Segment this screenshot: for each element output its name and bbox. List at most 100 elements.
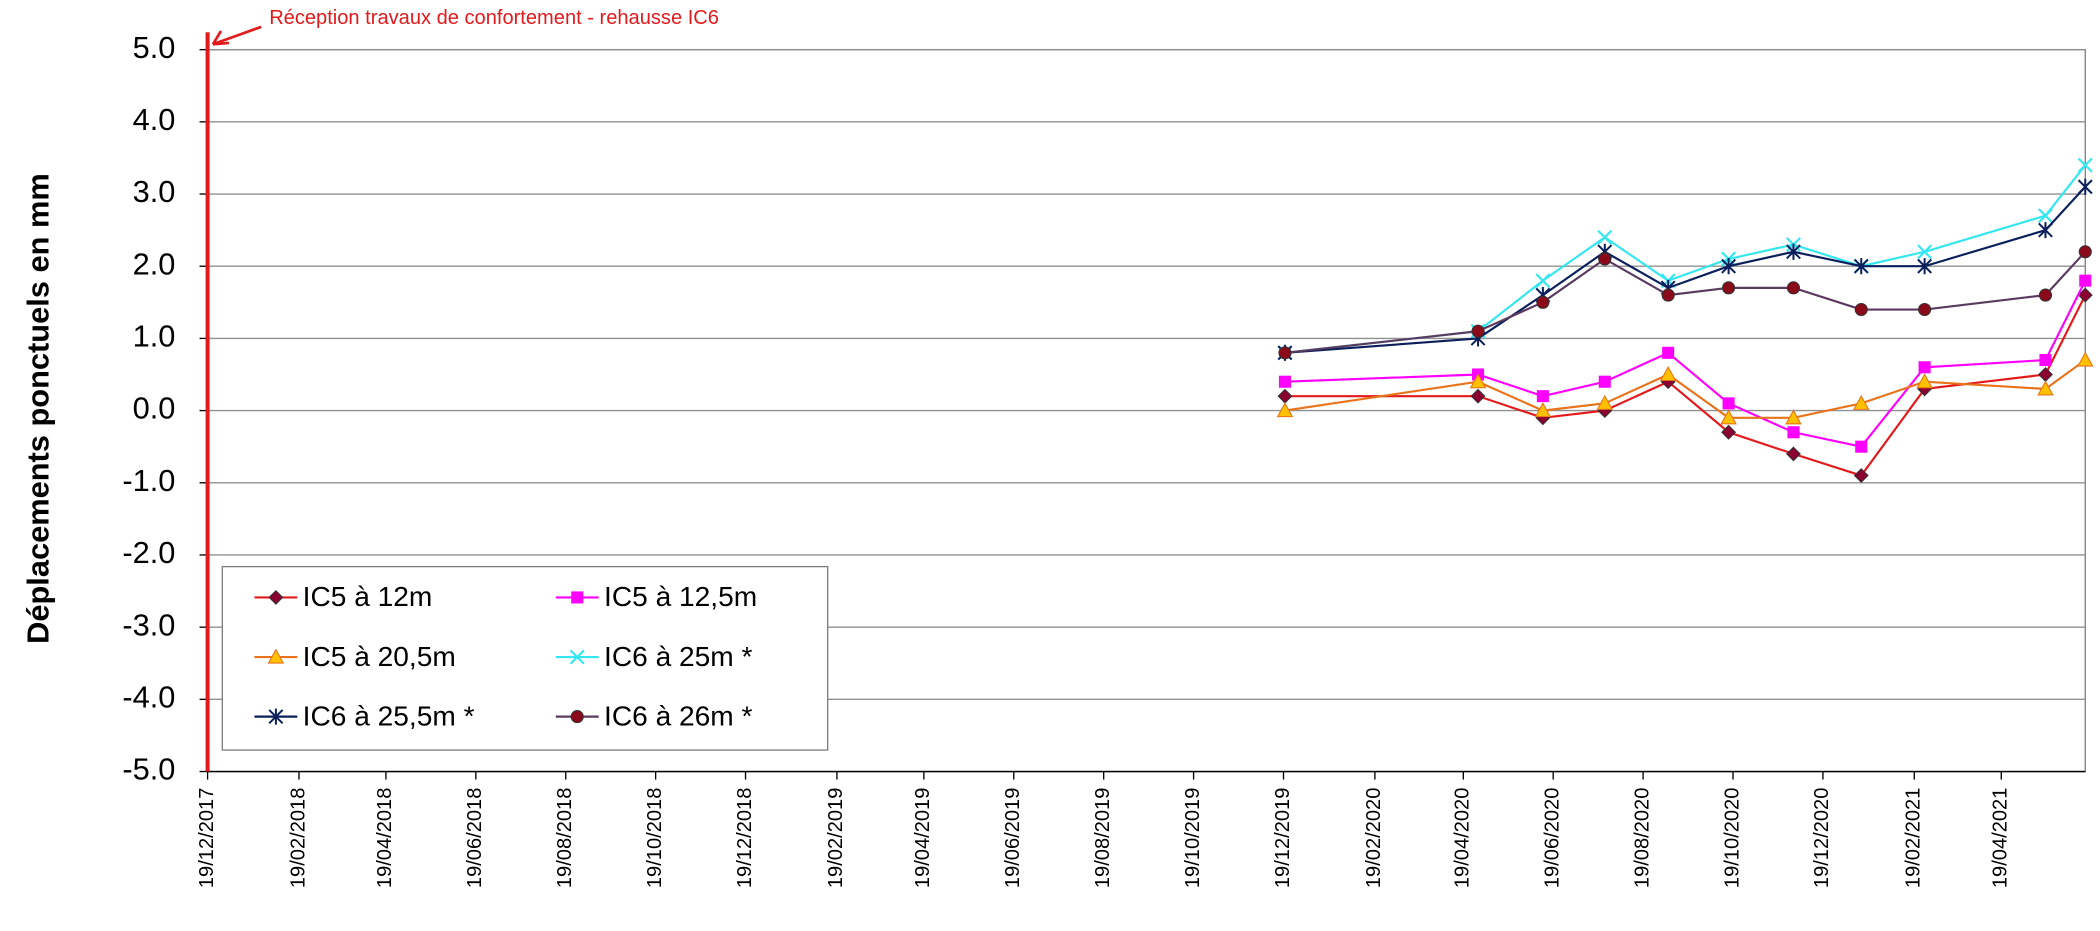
marker (2039, 354, 2052, 367)
x-tick-label: 19/12/2019 (1272, 788, 1294, 889)
marker (2038, 222, 2053, 239)
series-line (1284, 359, 2086, 419)
annotation-arrow (211, 25, 262, 46)
x-tick-label: 19/08/2020 (1631, 788, 1653, 889)
marker (1277, 388, 1293, 404)
y-tick-label: -2.0 (122, 535, 175, 570)
y-tick-label: -1.0 (122, 463, 175, 498)
x-tick-label: 19/08/2018 (554, 788, 576, 889)
marker (1535, 273, 1551, 289)
marker (1661, 288, 1675, 302)
marker (1785, 446, 1801, 462)
marker (1918, 361, 1931, 374)
x-tick-label: 19/02/2020 (1363, 788, 1385, 889)
legend-box (221, 565, 829, 751)
x-tick-label: 19/06/2018 (464, 788, 486, 889)
legend-label: IC5 à 12,5m (604, 581, 757, 612)
x-tick-label: 19/08/2019 (1092, 788, 1114, 889)
x-tick-label: 19/12/2018 (734, 788, 756, 889)
marker (1720, 409, 1737, 425)
marker (1598, 252, 1612, 266)
marker (1916, 373, 1933, 389)
y-tick-label: 0.0 (133, 391, 176, 426)
marker (1721, 258, 1737, 275)
marker (1855, 440, 1868, 453)
marker (1917, 244, 1933, 260)
y-tick-label: 5.0 (133, 30, 176, 65)
y-axis-label: Déplacements ponctuels en mm (20, 173, 55, 644)
marker (2077, 157, 2093, 173)
marker (1471, 324, 1485, 338)
marker (1722, 281, 1736, 295)
marker (1853, 468, 1869, 484)
legend-label: IC6 à 25m * (604, 641, 752, 672)
y-tick-label: -5.0 (122, 752, 175, 787)
marker (1918, 302, 1932, 317)
y-tick-label: 4.0 (133, 102, 176, 137)
marker (1786, 243, 1801, 260)
y-tick-label: 2.0 (133, 246, 176, 281)
marker (1278, 346, 1292, 360)
x-tick-label: 19/06/2020 (1542, 788, 1564, 889)
marker (1785, 409, 1802, 425)
y-tick-label: 3.0 (133, 174, 176, 209)
marker (569, 649, 585, 665)
marker (1276, 402, 1294, 418)
x-tick-label: 19/10/2020 (1721, 788, 1743, 889)
y-tick-label: 1.0 (133, 319, 176, 354)
legend-label: IC5 à 12m (303, 581, 433, 612)
marker (1722, 397, 1735, 410)
series-line (1284, 186, 2087, 354)
legend-label: IC5 à 20,5m (303, 641, 456, 672)
x-tick-label: 19/10/2019 (1182, 788, 1204, 889)
marker (1534, 402, 1552, 418)
marker (1659, 366, 1677, 382)
marker (1536, 390, 1549, 403)
x-tick-label: 19/04/2021 (1990, 788, 2012, 889)
x-tick-label: 19/04/2019 (912, 788, 934, 889)
x-tick-label: 19/02/2018 (287, 788, 309, 889)
legend-label: IC6 à 25,5m * (303, 700, 475, 731)
marker (1721, 424, 1737, 440)
marker (2078, 245, 2092, 259)
marker (2038, 288, 2053, 302)
x-tick-label: 19/02/2021 (1903, 788, 1925, 889)
marker (2037, 380, 2054, 396)
x-tick-label: 19/02/2019 (825, 788, 847, 889)
marker (2038, 367, 2053, 382)
x-tick-label: 19/04/2018 (374, 788, 396, 889)
series-line (1284, 294, 2087, 477)
x-tick-label: 19/06/2019 (1002, 788, 1024, 889)
marker (1854, 302, 1868, 317)
marker (2079, 274, 2092, 287)
y-tick-label: -4.0 (122, 679, 175, 714)
marker (2077, 178, 2093, 195)
x-tick-label: 19/04/2020 (1452, 788, 1474, 889)
marker (1598, 375, 1611, 388)
marker (1278, 375, 1291, 388)
legend: IC5 à 12m IC5 à 12,5m IC5 à 20,5m IC6 à 25m… (221, 565, 829, 751)
marker (571, 591, 584, 604)
marker (1852, 394, 1870, 410)
x-tick-label: 19/10/2018 (644, 788, 666, 889)
marker (2076, 351, 2094, 367)
marker (570, 710, 584, 724)
marker (268, 708, 284, 725)
marker (2038, 208, 2053, 224)
marker (1470, 388, 1486, 404)
marker (1597, 229, 1613, 245)
marker (1917, 258, 1933, 275)
marker (1786, 281, 1801, 295)
marker (1662, 346, 1675, 359)
annotation-text: Réception travaux de confortement - reha… (269, 7, 719, 29)
series-line (1284, 251, 2087, 354)
marker (267, 648, 285, 664)
marker (1853, 258, 1869, 275)
marker (268, 589, 284, 605)
legend-label: IC6 à 26m * (604, 700, 752, 731)
x-tick-label: 19/12/2017 (196, 788, 218, 889)
marker (2077, 287, 2093, 303)
marker (1787, 426, 1800, 439)
